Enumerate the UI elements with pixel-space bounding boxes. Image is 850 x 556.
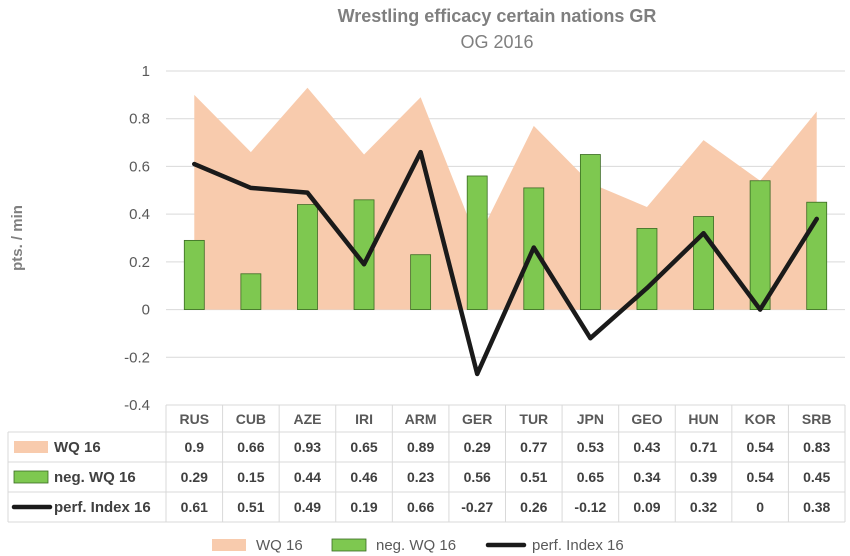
table-cell: 0.09 — [633, 499, 660, 515]
table-cell: 0.32 — [690, 499, 717, 515]
table-cell: 0 — [756, 499, 764, 515]
x-tick-label: GER — [462, 411, 492, 427]
neg-wq16-bar — [297, 204, 318, 310]
neg-wq16-bar — [183, 239, 205, 310]
table-cell: -0.12 — [574, 499, 606, 515]
y-tick-label: 0.4 — [129, 206, 150, 223]
table-cell: 0.66 — [407, 499, 434, 515]
perf-index-point — [248, 185, 253, 190]
perf-index-point — [305, 190, 310, 195]
y-tick-label: 0.6 — [129, 158, 150, 175]
x-tick-label: CUB — [236, 411, 266, 427]
y-tick-label: -0.4 — [124, 397, 150, 414]
table-cell: 0.39 — [690, 469, 717, 485]
table-cell: 0.34 — [633, 469, 660, 485]
y-axis-label: pts. / min — [9, 205, 26, 271]
neg-wq16-bar — [579, 154, 601, 310]
x-tick-label: KOR — [745, 411, 776, 427]
table-cell: 0.53 — [577, 439, 604, 455]
table-cell: 0.66 — [237, 439, 264, 455]
table-cell: 0.29 — [181, 469, 208, 485]
chart-subtitle: OG 2016 — [460, 32, 533, 52]
table-cell: 0.56 — [464, 469, 491, 485]
table-row-label: WQ 16 — [54, 439, 101, 456]
table-cell: 0.49 — [294, 499, 321, 515]
table-cell: 0.26 — [520, 499, 547, 515]
y-tick-label: -0.2 — [124, 349, 150, 366]
neg-wq16-bar — [636, 228, 658, 310]
perf-index-point — [418, 150, 423, 155]
perf-index-line-layer — [192, 149, 819, 377]
x-tick-label: ARM — [405, 411, 437, 427]
legend-label: neg. WQ 16 — [376, 537, 456, 554]
table-cell: 0.83 — [803, 439, 830, 455]
legend-key-bar — [331, 538, 367, 552]
perf-index-point — [475, 371, 480, 376]
x-tick-label: AZE — [293, 411, 321, 427]
legend: WQ 16 neg. WQ 16 perf. Index 16 — [212, 537, 624, 554]
table-cell: 0.38 — [803, 499, 830, 515]
neg-wq16-bar — [410, 254, 432, 310]
perf-index-point — [644, 286, 649, 291]
table-cell: 0.61 — [181, 499, 208, 515]
y-tick-label: 0 — [142, 302, 150, 319]
x-tick-label: IRI — [355, 411, 373, 427]
table-cell: 0.93 — [294, 439, 321, 455]
table-cell: 0.89 — [407, 439, 434, 455]
table-cell: 0.65 — [350, 439, 377, 455]
table-cell: 0.51 — [520, 469, 547, 485]
perf-index-point — [758, 307, 763, 312]
perf-index-point — [701, 231, 706, 236]
table-cell: 0.54 — [747, 469, 774, 485]
legend-label: WQ 16 — [256, 537, 303, 554]
wq16-area-layer — [194, 87, 817, 310]
perf-index-point — [531, 245, 536, 250]
table-cell: 0.71 — [690, 439, 717, 455]
neg-wq16-bar — [749, 180, 771, 310]
x-tick-label: JPN — [577, 411, 604, 427]
x-tick-label: RUS — [180, 411, 210, 427]
table-cell: -0.27 — [461, 499, 493, 515]
chart-title: Wrestling efficacy certain nations GR — [338, 6, 657, 26]
table-cell: 0.19 — [350, 499, 377, 515]
perf-index-point — [814, 216, 819, 221]
table-cell: 0.15 — [237, 469, 264, 485]
x-tick-label: TUR — [519, 411, 548, 427]
table-cell: 0.29 — [464, 439, 491, 455]
legend-label: perf. Index 16 — [532, 537, 624, 554]
table-cell: 0.23 — [407, 469, 434, 485]
neg-wq16-bar — [693, 216, 714, 310]
wq16-area — [194, 87, 817, 310]
y-tick-label: 0.2 — [129, 254, 150, 271]
perf-index-point — [362, 262, 367, 267]
neg-wq16-bar — [466, 175, 488, 310]
perf-index-line — [192, 149, 819, 377]
x-tick-label: GEO — [631, 411, 662, 427]
table-cell: 0.45 — [803, 469, 830, 485]
y-tick-label: 0.8 — [129, 111, 150, 128]
x-tick-label: SRB — [802, 411, 832, 427]
table-row-label: neg. WQ 16 — [54, 469, 136, 486]
table-cell: 0.43 — [633, 439, 660, 455]
table-row-label: perf. Index 16 — [54, 499, 151, 516]
y-tick-label: 1 — [142, 63, 150, 80]
table-row-key-area — [14, 441, 48, 453]
table-cell: 0.46 — [350, 469, 377, 485]
data-table: RUS CUB AZE IRI ARM GER TUR JPN GEO HUN KOR SRB WQ 1… — [7, 405, 846, 523]
table-cell: 0.77 — [520, 439, 547, 455]
table-cell: 0.51 — [237, 499, 264, 515]
table-cell: 0.44 — [294, 469, 321, 485]
y-axis-ticks: 1 0.8 0.6 0.4 0.2 0 -0.2 -0.4 — [124, 63, 150, 414]
x-tick-label: HUN — [688, 411, 718, 427]
table-row-key-bar — [13, 470, 49, 484]
table-cell: 0.54 — [747, 439, 774, 455]
perf-index-point — [192, 162, 197, 167]
perf-index-point — [588, 336, 593, 341]
table-cell: 0.65 — [577, 469, 604, 485]
table-cell: 0.9 — [185, 439, 205, 455]
neg-wq16-bar — [240, 273, 262, 310]
legend-key-area — [212, 539, 246, 551]
